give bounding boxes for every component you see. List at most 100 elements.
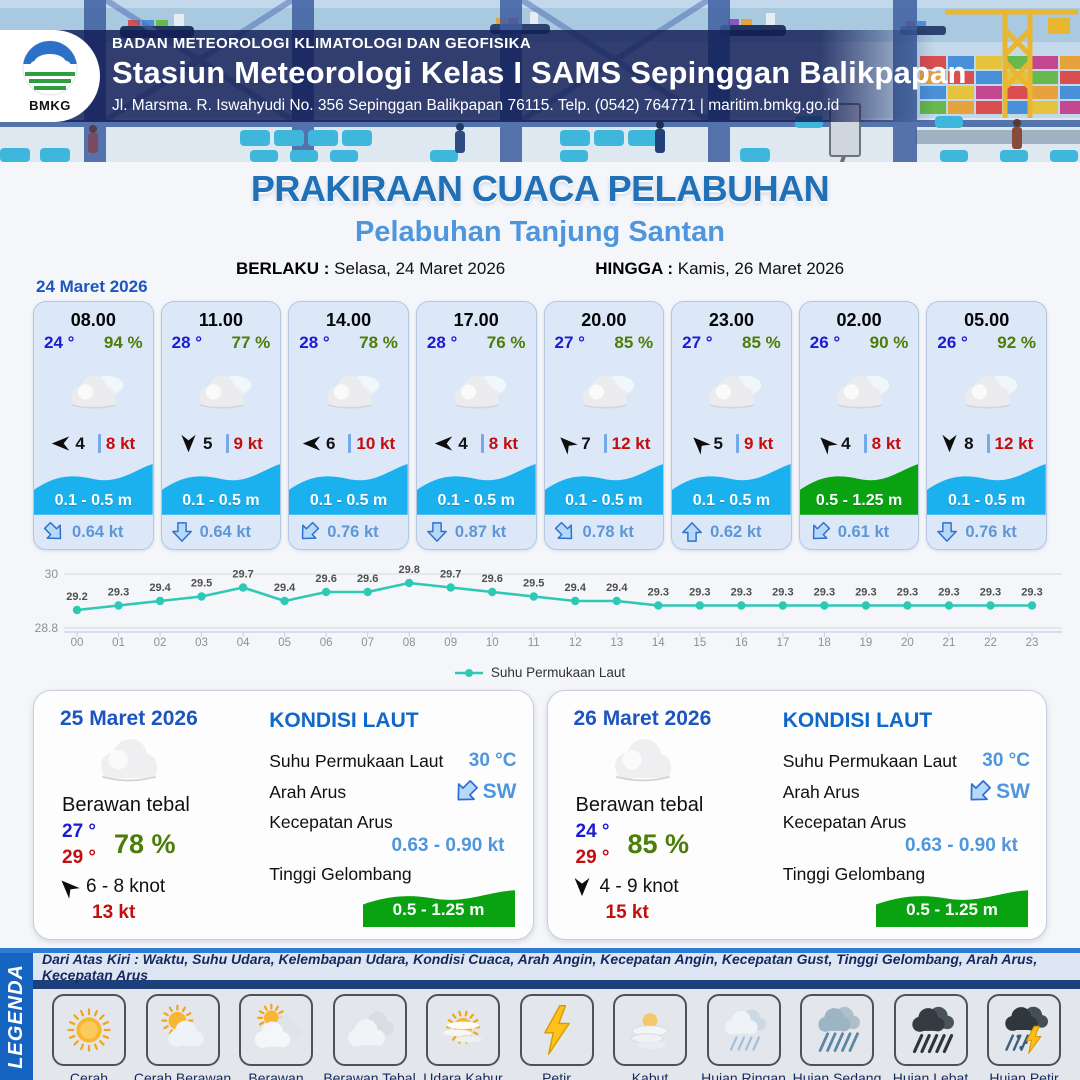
- wind-direction-icon: [574, 878, 589, 897]
- legend-item-label: Hujan Sedang: [792, 1070, 882, 1080]
- chart-legend: Suhu Permukaan Laut: [0, 665, 1080, 680]
- wave-height-badge: 0.5 - 1.25 m: [362, 889, 515, 927]
- station-name: Stasiun Meteorologi Kelas I SAMS Sepingg…: [112, 55, 967, 90]
- wind-direction-icon: [435, 436, 453, 451]
- svg-text:29.3: 29.3: [814, 587, 835, 599]
- current-direction-icon: [171, 522, 192, 542]
- weather-condition-icon: [289, 353, 408, 429]
- sst-label: Suhu Permukaan Laut: [269, 750, 444, 771]
- card-temperature: 26 °: [937, 333, 968, 352]
- svg-text:14: 14: [652, 637, 665, 649]
- daily-humidity: 78 %: [114, 829, 176, 860]
- weather-condition-icon: [672, 353, 791, 429]
- svg-text:29.3: 29.3: [897, 587, 918, 599]
- svg-text:04: 04: [237, 637, 250, 649]
- wave-band: 0.1 - 0.5 m: [544, 458, 664, 516]
- legend-item-label: Hujan Ringan: [701, 1070, 786, 1080]
- daily-condition: Berawan tebal: [62, 794, 190, 816]
- rain-light-icon: [706, 994, 781, 1066]
- daily-cards-row: 25 Maret 2026 Berawan tebal 27 ° 29 ° 78…: [33, 690, 1047, 940]
- wind-direction-icon: [181, 434, 196, 453]
- current-speed-value: 0.63 - 0.90 kt: [904, 835, 1018, 856]
- weather-condition-icon: [34, 353, 153, 429]
- legend-items-row: Cerah Cerah Berawan Berawan Berawan Tebal Ud…: [33, 989, 1080, 1080]
- current-direction-value: SW: [996, 780, 1030, 803]
- svg-text:29.3: 29.3: [855, 587, 876, 599]
- wind-gust-divider: [97, 434, 101, 454]
- svg-text:29.4: 29.4: [274, 582, 296, 594]
- card-time: 11.00: [198, 310, 243, 330]
- svg-text:13: 13: [610, 637, 623, 649]
- svg-text:23: 23: [1026, 637, 1039, 649]
- card-current-speed: 0.62 kt: [710, 522, 762, 541]
- svg-text:29.3: 29.3: [1021, 587, 1042, 599]
- crane-cab: [1048, 18, 1070, 34]
- card-temperature: 28 °: [171, 333, 203, 352]
- current-direction-icon: [970, 780, 992, 801]
- haze-sun-icon: [426, 994, 500, 1066]
- wave-height-label: 0.1 - 0.5 m: [692, 492, 771, 510]
- svg-text:29.4: 29.4: [149, 582, 171, 594]
- sun-cloud-icon: [145, 994, 220, 1066]
- card-temperature: 27 °: [554, 333, 585, 352]
- wave-height-label: 0.1 - 0.5 m: [437, 492, 515, 510]
- header-banner: BMKG BADAN METEOROLOGI KLIMATOLOGI DAN G…: [0, 0, 1080, 162]
- card-wind-speed: 5: [203, 433, 213, 453]
- card-wind-gust: 8 kt: [871, 433, 901, 453]
- card-current-speed: 0.87 kt: [454, 522, 507, 541]
- wind-gust-divider: [863, 434, 867, 454]
- svg-text:01: 01: [112, 637, 125, 649]
- legend-item: Berawan Tebal: [323, 994, 416, 1080]
- sea-condition-title: KONDISI LAUT: [782, 709, 933, 732]
- card-humidity: 90 %: [869, 333, 909, 352]
- wind-direction-icon: [942, 434, 957, 453]
- svg-text:29.6: 29.6: [357, 573, 378, 585]
- wind-direction-icon: [61, 880, 80, 900]
- svg-text:16: 16: [735, 637, 748, 649]
- fog-icon: [613, 994, 687, 1066]
- svg-text:09: 09: [444, 637, 457, 649]
- current-speed-label: Kecepatan Arus: [269, 812, 393, 832]
- legend-note: Dari Atas Kiri : Waktu, Suhu Udara, Kele…: [33, 951, 1080, 983]
- svg-text:29.3: 29.3: [938, 587, 959, 599]
- card-wind-speed: 6: [325, 433, 336, 453]
- wind-gust-divider: [736, 434, 740, 454]
- legend-item-label: Petir: [542, 1070, 571, 1080]
- svg-text:29.3: 29.3: [772, 587, 793, 599]
- daily-temp-min: 24 °: [575, 821, 610, 842]
- card-temperature: 26 °: [809, 333, 841, 352]
- sst-chart-section: 28.8 30 00 01 02 03 04 05 06 07 08 09 10 11 12 13 14 15 16…: [0, 556, 1080, 680]
- card-humidity: 92 %: [997, 333, 1036, 352]
- agency-name: BADAN METEOROLOGI KLIMATOLOGI DAN GEOFIS…: [112, 35, 532, 52]
- daily-condition: Berawan tebal: [575, 794, 704, 816]
- svg-text:07: 07: [361, 637, 374, 649]
- current-direction-value: SW: [482, 780, 517, 803]
- hourly-forecast-card: 08.00 24 ° 94 %: [33, 301, 154, 550]
- legend-item: Berawan: [233, 994, 319, 1080]
- wave-height-label: 0.1 - 0.5 m: [182, 492, 260, 510]
- daily-gust: 15 kt: [605, 902, 649, 924]
- svg-text:29.4: 29.4: [606, 582, 628, 594]
- wind-direction-icon: [52, 436, 70, 451]
- wave-height-label: 0.1 - 0.5 m: [948, 492, 1026, 510]
- svg-text:11: 11: [528, 637, 540, 649]
- current-direction-label: Arah Arus: [269, 781, 347, 802]
- hingga-value: Kamis, 26 Maret 2026: [677, 259, 845, 278]
- card-time: 08.00: [70, 310, 116, 330]
- hourly-forecast-card: 05.00 26 ° 92 %: [926, 301, 1047, 550]
- card-time: 20.00: [581, 310, 627, 330]
- svg-text:06: 06: [320, 637, 333, 649]
- svg-text:29.6: 29.6: [315, 573, 336, 585]
- svg-text:12: 12: [569, 637, 582, 649]
- wave-band: 0.1 - 0.5 m: [289, 458, 408, 516]
- svg-text:18: 18: [818, 637, 831, 649]
- svg-text:29.6: 29.6: [482, 573, 503, 585]
- svg-text:02: 02: [154, 637, 167, 649]
- svg-text:29.3: 29.3: [108, 587, 129, 599]
- card-wind-gust: 9 kt: [744, 433, 774, 453]
- wind-gust-divider: [603, 434, 607, 454]
- card-current-speed: 0.61 kt: [837, 522, 890, 541]
- wave-height-badge: 0.5 - 1.25 m: [876, 889, 1028, 927]
- card-current-speed: 0.64 kt: [72, 522, 124, 541]
